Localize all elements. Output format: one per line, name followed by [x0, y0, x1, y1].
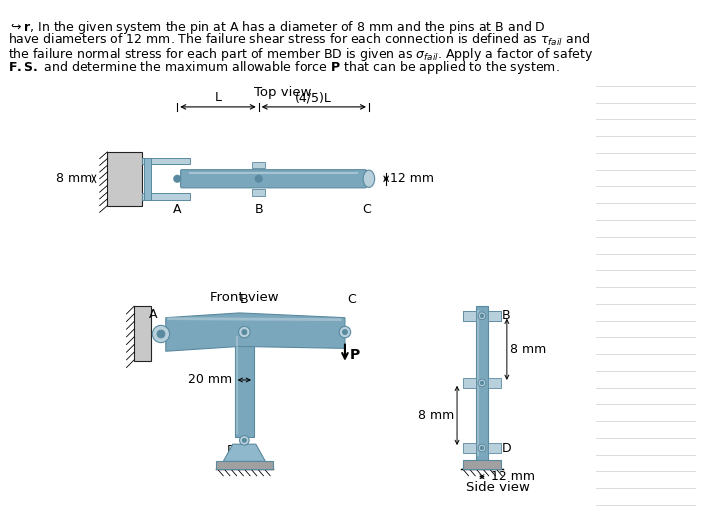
- Text: D: D: [502, 441, 512, 455]
- Circle shape: [480, 314, 484, 317]
- Bar: [142, 158, 189, 164]
- Bar: [462, 311, 476, 321]
- Text: B: B: [502, 310, 510, 322]
- Text: 8 mm: 8 mm: [418, 409, 454, 422]
- Bar: [142, 193, 189, 200]
- Bar: [252, 189, 266, 196]
- Text: the failure normal stress for each part of member BD is given as $\sigma_{fail}$: the failure normal stress for each part …: [8, 46, 592, 63]
- Text: Side view: Side view: [466, 481, 530, 493]
- Circle shape: [478, 312, 486, 320]
- Circle shape: [478, 379, 486, 387]
- Circle shape: [480, 446, 484, 450]
- Text: A: A: [173, 202, 182, 216]
- Text: 12 mm: 12 mm: [491, 470, 534, 483]
- Circle shape: [152, 325, 170, 342]
- Bar: [488, 378, 501, 387]
- Circle shape: [157, 330, 165, 338]
- Bar: [462, 460, 501, 469]
- Text: B: B: [254, 202, 263, 216]
- Text: 8 mm: 8 mm: [56, 172, 92, 185]
- Text: $\mathbf{F.S.}$ and determine the maximum allowable force $\mathbf{P}$ that can : $\mathbf{F.S.}$ and determine the maximu…: [8, 59, 560, 76]
- Bar: [252, 162, 266, 168]
- Text: 12 mm: 12 mm: [390, 172, 434, 185]
- Circle shape: [174, 175, 181, 182]
- Circle shape: [343, 330, 347, 334]
- Text: C: C: [362, 202, 372, 216]
- Circle shape: [242, 438, 246, 442]
- Bar: [476, 306, 488, 460]
- Text: 8 mm: 8 mm: [510, 343, 546, 356]
- Circle shape: [478, 444, 486, 452]
- Text: P: P: [350, 348, 360, 362]
- Polygon shape: [224, 444, 266, 462]
- Text: Top view: Top view: [254, 86, 311, 99]
- Text: have diameters of 12 mm. The failure shear stress for each connection is defined: have diameters of 12 mm. The failure she…: [8, 32, 590, 48]
- Text: (4/5)L: (4/5)L: [295, 91, 333, 104]
- Circle shape: [240, 436, 249, 445]
- Bar: [488, 443, 501, 453]
- Circle shape: [339, 326, 351, 338]
- Circle shape: [239, 326, 250, 338]
- Text: L: L: [214, 91, 221, 104]
- Circle shape: [256, 175, 262, 182]
- Bar: [107, 152, 142, 206]
- Text: 20 mm: 20 mm: [188, 374, 232, 386]
- Text: B: B: [240, 293, 248, 306]
- Bar: [144, 158, 152, 200]
- Circle shape: [480, 381, 484, 385]
- Text: D: D: [227, 444, 237, 457]
- Bar: [216, 462, 273, 469]
- Bar: [462, 311, 476, 321]
- Text: A: A: [149, 308, 157, 321]
- Bar: [488, 311, 501, 321]
- Polygon shape: [166, 313, 345, 351]
- Bar: [134, 306, 152, 361]
- Bar: [462, 443, 476, 453]
- Text: Front view: Front view: [210, 291, 279, 304]
- Text: C: C: [347, 293, 356, 306]
- Text: $\hookrightarrow$$\mathbf{r}$, In the given system the pin at A has a diameter o: $\hookrightarrow$$\mathbf{r}$, In the gi…: [8, 19, 545, 36]
- Circle shape: [242, 330, 247, 334]
- Bar: [488, 311, 501, 321]
- Bar: [462, 378, 476, 387]
- Bar: [234, 332, 254, 437]
- Ellipse shape: [363, 170, 375, 188]
- FancyBboxPatch shape: [181, 170, 367, 188]
